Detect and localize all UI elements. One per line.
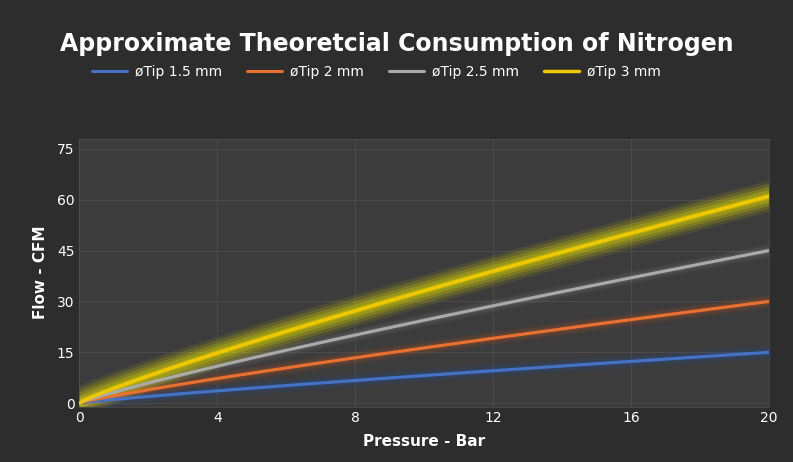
X-axis label: Pressure - Bar: Pressure - Bar — [363, 434, 485, 449]
Y-axis label: Flow - CFM: Flow - CFM — [33, 226, 48, 319]
Text: Approximate Theoretcial Consumption of Nitrogen: Approximate Theoretcial Consumption of N… — [59, 32, 734, 56]
Legend: øTip 1.5 mm, øTip 2 mm, øTip 2.5 mm, øTip 3 mm: øTip 1.5 mm, øTip 2 mm, øTip 2.5 mm, øTi… — [86, 60, 666, 85]
